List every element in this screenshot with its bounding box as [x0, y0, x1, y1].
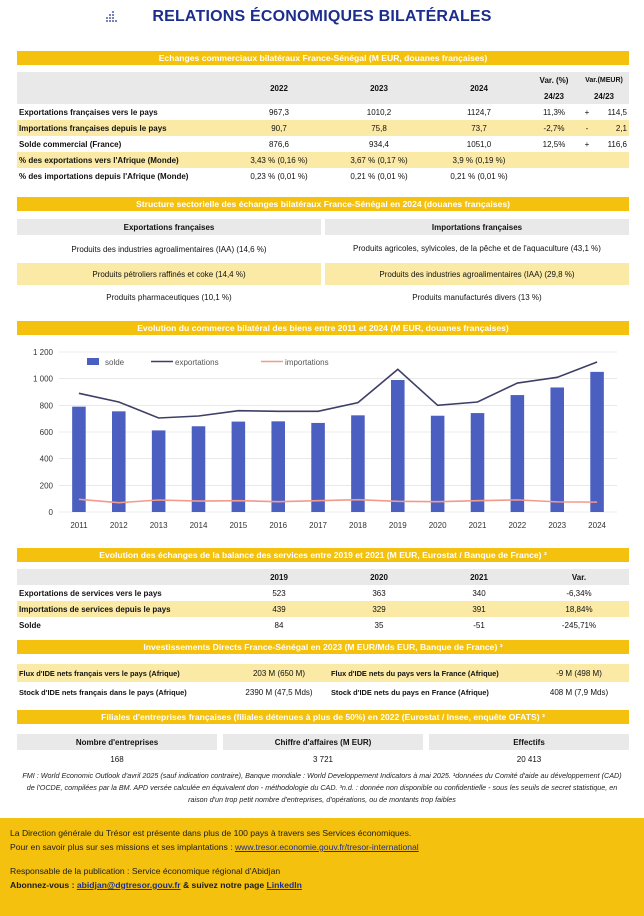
bar-solde	[550, 387, 564, 512]
x-tick-label: 2018	[349, 521, 367, 530]
table-row: Solde 84 35 -51 -245,71%	[19, 620, 597, 630]
sub-24-23: 24/23	[543, 91, 565, 101]
x-tick-label: 2023	[548, 521, 566, 530]
y-tick-label: 600	[40, 428, 54, 437]
trade-chart: 0 200 400 600 800 1 000 1 200 2011 2012 2013 2014 2…	[33, 348, 617, 530]
trade-table: 2022 2023 2024 Var. (%) Var.(MEUR) 24/23…	[17, 72, 629, 184]
sectoral-table: Exportations françaises Importations fra…	[17, 219, 629, 309]
y-tick-label: 400	[40, 455, 54, 464]
x-tick-label: 2014	[190, 521, 208, 530]
fdi-table: Flux d'IDE nets français vers le pays (A…	[17, 664, 629, 702]
table-row: Produits des industries agroalimentaires…	[71, 244, 601, 254]
y-tick-label: 200	[40, 481, 54, 490]
table-row: Importations de services depuis le pays …	[17, 601, 629, 617]
dotted-logo-icon	[106, 11, 117, 22]
sub-24-23: 24/23	[593, 91, 615, 101]
col-2023: 2023	[370, 83, 388, 93]
col-2024: 2024	[470, 83, 488, 93]
bar-solde	[151, 430, 166, 512]
bar-solde	[112, 411, 126, 512]
linkedin-link[interactable]: LinkedIn	[266, 880, 302, 890]
trade-header-row: 2022 2023 2024 Var. (%) Var.(MEUR)	[17, 72, 629, 93]
tresor-international-link[interactable]: www.tresor.economie.gouv.fr/tresor-inter…	[234, 842, 419, 852]
table-row: Produits pétroliers raffinés et coke (14…	[17, 263, 629, 285]
bar-solde	[510, 395, 525, 512]
col-importations: Importations françaises	[325, 219, 629, 235]
legend-swatch	[87, 358, 99, 365]
section-band-sectoral: Structure sectorielle des échanges bilat…	[17, 197, 629, 211]
section-band-fdi: Investissements Directs France-Sénégal e…	[17, 640, 629, 654]
x-tick-label: 2022	[508, 521, 526, 530]
x-tick-label: 2017	[309, 521, 327, 530]
legend-label: solde	[105, 358, 125, 367]
subsidiaries-table: Nombre d'entreprises Chiffre d'affaires …	[17, 734, 629, 768]
table-row: Produits pharmaceutiques (10,1 %) Produi…	[106, 292, 542, 302]
bar-solde	[391, 380, 405, 512]
x-tick-label: 2011	[70, 521, 88, 530]
x-tick-label: 2019	[389, 521, 407, 530]
section-band-services: Evolution des échanges de la balance des…	[17, 548, 629, 562]
x-tick-label: 2015	[229, 521, 247, 530]
bar-solde	[351, 415, 365, 512]
legend-label: importations	[285, 358, 329, 367]
bar-solde	[470, 413, 485, 512]
services-table: 2019 2020 2021 Var. Exportations de serv…	[17, 569, 629, 633]
bar-solde	[231, 421, 246, 512]
x-tick-label: 2013	[150, 521, 168, 530]
x-tick-label: 2021	[469, 521, 487, 530]
table-row: Stock d'IDE nets français dans le pays (…	[19, 687, 609, 697]
x-tick-label: 2016	[269, 521, 287, 530]
line-exportations	[78, 361, 598, 419]
table-row: Exportations de services vers le pays 52…	[19, 588, 592, 598]
table-row: Importations françaises depuis le pays 9…	[17, 120, 629, 136]
y-tick-label: 800	[40, 401, 54, 410]
line-importations	[78, 498, 598, 504]
y-tick-label: 1 200	[33, 348, 54, 357]
col-2022: 2022	[270, 83, 288, 93]
table-row: Solde commercial (France) 876,6 934,4 10…	[19, 139, 627, 149]
footnotes: FMI : World Economic Outlook d'avril 202…	[22, 771, 622, 804]
y-tick-label: 1 000	[33, 375, 54, 384]
table-row: Exportations françaises vers le pays 967…	[19, 107, 627, 117]
x-tick-label: 2024	[588, 521, 606, 530]
bar-solde	[72, 406, 86, 512]
bar-solde	[311, 422, 325, 512]
col-var-meur: Var.(MEUR)	[585, 76, 623, 84]
x-tick-label: 2020	[429, 521, 447, 530]
bar-solde	[590, 371, 604, 512]
section-band-chart: Evolution du commerce bilatéral des bien…	[17, 321, 629, 335]
y-tick-label: 0	[49, 508, 54, 517]
x-tick-label: 2012	[110, 521, 128, 530]
bar-solde	[191, 426, 206, 512]
table-row: % des exportations vers l'Afrique (Monde…	[17, 152, 629, 168]
section-band-subsidiaries: Filiales d'entreprises françaises (filia…	[17, 710, 629, 724]
table-row: % des importations depuis l'Afrique (Mon…	[19, 171, 508, 181]
page-title: RELATIONS ÉCONOMIQUES BILATÉRALES	[152, 8, 492, 25]
section-band-trade: Echanges commerciaux bilatéraux France-S…	[17, 51, 629, 65]
header: RELATIONS ÉCONOMIQUES BILATÉRALES	[0, 0, 644, 36]
bar-solde	[271, 421, 285, 512]
legend-label: exportations	[175, 358, 219, 367]
bar-solde	[430, 415, 445, 512]
col-exportations: Exportations françaises	[17, 219, 321, 235]
col-var-pct: Var. (%)	[539, 75, 569, 85]
table-row: Flux d'IDE nets français vers le pays (A…	[17, 664, 629, 682]
table-row: 168 3 721 20 413	[110, 754, 542, 764]
footer: La Direction générale du Trésor est prés…	[0, 818, 644, 916]
email-link[interactable]: abidjan@dgtresor.gouv.fr	[76, 880, 181, 890]
